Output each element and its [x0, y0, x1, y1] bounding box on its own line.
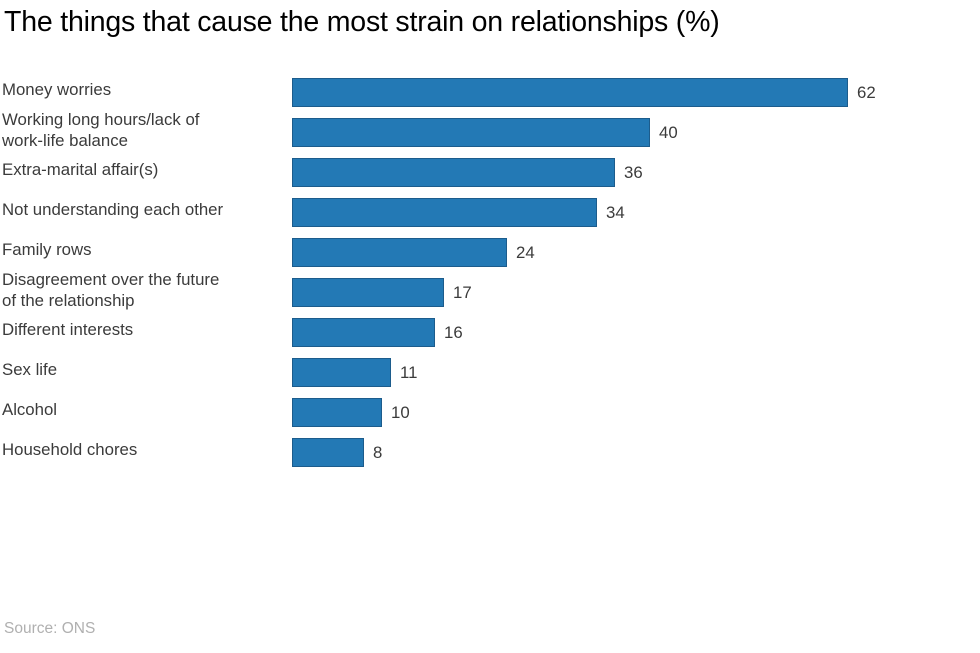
- category-label: Alcohol: [2, 390, 288, 430]
- bar-value-label: 8: [373, 443, 383, 462]
- bar-row: Family rows 24: [0, 230, 980, 270]
- source-note: Source: ONS: [4, 620, 96, 637]
- bar-row: Alcohol 10: [0, 390, 980, 430]
- bar[interactable]: [292, 158, 615, 187]
- bar-value-label: 36: [624, 163, 643, 182]
- bar-row: Working long hours/lack of work-life bala…: [0, 109, 980, 151]
- bar[interactable]: [292, 118, 650, 147]
- category-label: Working long hours/lack of work-life bala…: [2, 109, 288, 151]
- bar[interactable]: [292, 318, 435, 347]
- category-label: Money worries: [2, 70, 288, 110]
- page-title: The things that cause the most strain on…: [4, 6, 720, 38]
- bar-value-label: 34: [606, 203, 625, 222]
- category-label: Not understanding each other: [2, 190, 288, 230]
- bar-value-label: 62: [857, 83, 876, 102]
- category-label: Disagreement over the future of the relat…: [2, 269, 288, 311]
- bar[interactable]: [292, 198, 597, 227]
- category-label-line: Alcohol: [2, 400, 58, 420]
- category-label-line: of the relationship: [2, 291, 135, 310]
- bar-row: Not understanding each other 34: [0, 190, 980, 230]
- bar-value-label: 11: [400, 363, 418, 382]
- category-label-line: Extra-marital affair(s): [2, 160, 159, 180]
- bar-row: Sex life 11: [0, 350, 980, 390]
- bar[interactable]: [292, 278, 444, 307]
- bar-row: Money worries 62: [0, 70, 980, 110]
- category-label-line: Sex life: [2, 360, 58, 380]
- bar-value-label: 10: [391, 403, 410, 422]
- bar-value-label: 16: [444, 323, 463, 342]
- category-label-line: Different interests: [2, 320, 134, 340]
- category-label-line: Household chores: [2, 440, 138, 460]
- category-label: Sex life: [2, 350, 288, 390]
- category-label: Extra-marital affair(s): [2, 150, 288, 190]
- bar[interactable]: [292, 398, 382, 427]
- bar-value-label: 40: [659, 123, 678, 142]
- bar[interactable]: [292, 358, 391, 387]
- category-label-line: Family rows: [2, 240, 92, 260]
- category-label-line: Not understanding each other: [2, 200, 224, 220]
- bar-row: Disagreement over the future of the relat…: [0, 269, 980, 311]
- category-label-line: Money worries: [2, 80, 112, 100]
- bar-row: Different interests 16: [0, 310, 980, 350]
- category-label-line: work-life balance: [2, 131, 128, 150]
- category-label: Different interests: [2, 310, 288, 350]
- bar-value-label: 24: [516, 243, 535, 262]
- bar[interactable]: [292, 238, 507, 267]
- bar-value-label: 17: [453, 283, 472, 302]
- bar-row: Extra-marital affair(s) 36: [0, 150, 980, 190]
- category-label-line: Working long hours/lack of: [2, 109, 200, 129]
- bar[interactable]: [292, 78, 848, 107]
- category-label: Household chores: [2, 430, 288, 470]
- bar-row: Household chores 8: [0, 430, 980, 470]
- category-label: Family rows: [2, 230, 288, 270]
- category-label-line: Disagreement over the future: [2, 269, 220, 289]
- bar[interactable]: [292, 438, 364, 467]
